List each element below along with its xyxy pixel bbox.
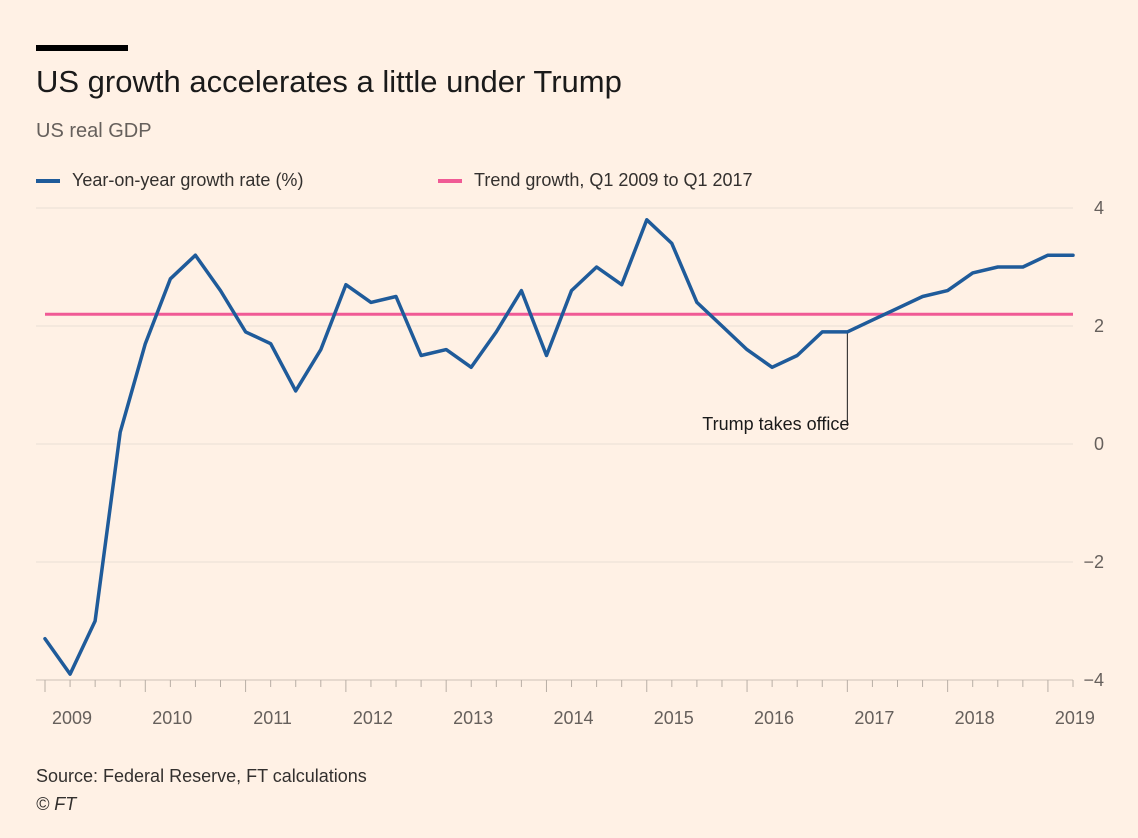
y-tick-label-4: 4 xyxy=(1094,198,1104,218)
data-point-growth xyxy=(745,348,749,352)
y-tick-label--4: −4 xyxy=(1083,670,1104,690)
data-point-growth xyxy=(695,300,699,304)
data-point-growth xyxy=(219,289,223,293)
data-point-growth xyxy=(269,342,273,346)
data-point-growth xyxy=(870,318,874,322)
y-tick-label-2: 2 xyxy=(1094,316,1104,336)
data-point-growth xyxy=(770,365,774,369)
annotation-label: Trump takes office xyxy=(702,414,849,434)
data-point-growth xyxy=(544,354,548,358)
data-point-growth xyxy=(294,389,298,393)
x-tick-label-2012: 2012 xyxy=(353,708,393,728)
legend-label-trend: Trend growth, Q1 2009 to Q1 2017 xyxy=(474,170,753,190)
data-point-growth xyxy=(244,330,248,334)
data-point-growth xyxy=(68,672,72,676)
legend-item-growth: Year-on-year growth rate (%) xyxy=(36,170,303,191)
data-point-growth xyxy=(895,306,899,310)
legend-label-growth: Year-on-year growth rate (%) xyxy=(72,170,304,190)
data-point-growth xyxy=(369,300,373,304)
brand-bar xyxy=(36,45,128,51)
data-point-growth xyxy=(394,295,398,299)
data-point-growth xyxy=(996,265,1000,269)
data-point-growth xyxy=(921,295,925,299)
legend-swatch-trend xyxy=(438,178,462,183)
data-point-growth xyxy=(645,218,649,222)
data-point-growth xyxy=(494,330,498,334)
data-point-growth xyxy=(670,241,674,245)
data-point-growth xyxy=(1046,253,1050,257)
x-tick-label-2019: 2019 xyxy=(1055,708,1095,728)
data-point-growth xyxy=(570,289,574,293)
data-point-growth xyxy=(118,430,122,434)
x-tick-label-2010: 2010 xyxy=(152,708,192,728)
x-tick-label-2014: 2014 xyxy=(553,708,593,728)
y-tick-label--2: −2 xyxy=(1083,552,1104,572)
series-line-growth xyxy=(43,218,1075,676)
data-point-growth xyxy=(595,265,599,269)
data-point-growth xyxy=(193,253,197,257)
x-tick-label-2011: 2011 xyxy=(253,708,292,728)
y-tick-label-0: 0 xyxy=(1094,434,1104,454)
data-point-growth xyxy=(143,342,147,346)
data-point-growth xyxy=(43,637,47,641)
legend-item-trend: Trend growth, Q1 2009 to Q1 2017 xyxy=(438,170,753,191)
x-tick-label-2013: 2013 xyxy=(453,708,493,728)
copyright: © FT xyxy=(36,794,77,814)
data-point-growth xyxy=(419,354,423,358)
data-point-growth xyxy=(344,283,348,287)
data-point-growth xyxy=(946,289,950,293)
legend-swatch-growth xyxy=(36,178,60,183)
x-tick-label-2015: 2015 xyxy=(654,708,694,728)
data-point-growth xyxy=(168,277,172,281)
data-point-growth xyxy=(845,330,849,334)
chart-legend: Year-on-year growth rate (%) Trend growt… xyxy=(36,170,1036,194)
data-point-growth xyxy=(795,354,799,358)
data-point-growth xyxy=(93,619,97,623)
x-tick-label-2018: 2018 xyxy=(955,708,995,728)
x-tick-label-2017: 2017 xyxy=(854,708,894,728)
data-point-growth xyxy=(1021,265,1025,269)
data-point-growth xyxy=(720,324,724,328)
data-point-growth xyxy=(469,365,473,369)
data-point-growth xyxy=(319,348,323,352)
chart-subtitle: US real GDP xyxy=(36,120,152,142)
chart-title: US growth accelerates a little under Tru… xyxy=(36,64,622,99)
data-point-growth xyxy=(620,283,624,287)
x-tick-label-2009: 2009 xyxy=(52,708,92,728)
x-tick-label-2016: 2016 xyxy=(754,708,794,728)
data-point-growth xyxy=(820,330,824,334)
data-point-growth xyxy=(971,271,975,275)
data-point-growth xyxy=(519,289,523,293)
data-point-growth xyxy=(1071,253,1075,257)
data-point-growth xyxy=(444,348,448,352)
source-note: Source: Federal Reserve, FT calculations xyxy=(36,766,367,786)
